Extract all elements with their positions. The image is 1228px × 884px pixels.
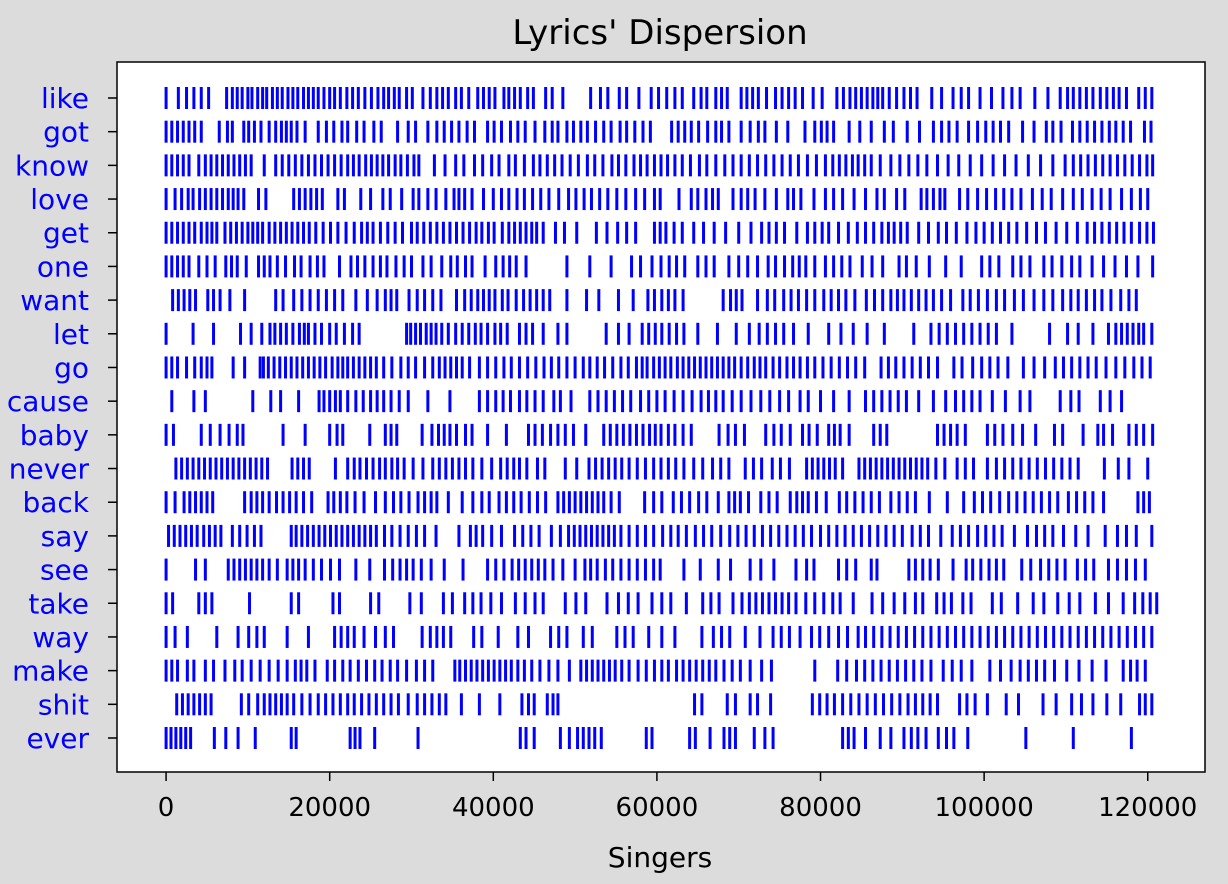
x-axis-label: Singers xyxy=(608,841,712,874)
series-never xyxy=(174,457,1150,480)
series-get xyxy=(164,221,1155,244)
x-tick-label: 20000 xyxy=(288,793,371,823)
series-like xyxy=(164,87,1154,109)
marks-layer xyxy=(164,87,1159,749)
y-tick-label-ever: ever xyxy=(26,722,89,755)
y-tick-label-say: say xyxy=(41,520,89,553)
y-axis: likegotknowlovegetonewantletgocausebabyn… xyxy=(7,82,117,755)
plot-frame xyxy=(116,61,1206,773)
series-back xyxy=(164,491,1151,514)
series-take xyxy=(164,592,1159,615)
x-tick-label: 0 xyxy=(158,793,175,823)
series-see xyxy=(164,558,1147,581)
series-shit xyxy=(175,693,1154,716)
y-tick-label-want: want xyxy=(20,284,89,317)
series-cause xyxy=(170,390,1124,413)
x-axis: 0 20000 40000 60000 80000 100000 120000 xyxy=(158,772,1197,823)
series-got xyxy=(164,120,1153,143)
series-know xyxy=(164,154,1155,177)
series-make xyxy=(164,659,1147,682)
y-tick-label-back: back xyxy=(22,486,89,519)
y-tick-label-like: like xyxy=(41,82,89,115)
x-tick-label: 120000 xyxy=(1098,793,1197,823)
y-tick-label-one: one xyxy=(37,250,89,283)
series-baby xyxy=(164,423,1155,446)
plot-area xyxy=(117,62,1205,772)
series-want xyxy=(171,289,1138,312)
chart-title: Lyrics' Dispersion xyxy=(512,13,807,53)
series-love xyxy=(164,188,1150,211)
x-tick-label: 60000 xyxy=(616,793,699,823)
y-tick-label-see: see xyxy=(40,554,89,587)
y-tick-label-love: love xyxy=(30,183,89,216)
y-tick-label-go: go xyxy=(54,351,89,384)
x-tick-label: 80000 xyxy=(779,793,862,823)
y-tick-label-baby: baby xyxy=(20,419,89,452)
x-tick-label: 100000 xyxy=(934,793,1033,823)
series-let xyxy=(164,322,1154,345)
y-tick-label-make: make xyxy=(12,655,89,688)
y-tick-label-never: never xyxy=(9,453,90,486)
x-tick-label: 40000 xyxy=(452,793,535,823)
y-tick-label-get: get xyxy=(43,217,89,250)
series-ever xyxy=(164,727,1133,749)
y-tick-label-know: know xyxy=(15,149,89,182)
y-tick-label-take: take xyxy=(28,587,89,620)
y-tick-label-cause: cause xyxy=(7,385,89,418)
y-tick-label-let: let xyxy=(53,318,89,351)
y-tick-label-way: way xyxy=(32,621,89,654)
series-way xyxy=(164,625,1154,648)
y-tick-label-got: got xyxy=(43,116,89,149)
series-say xyxy=(167,524,1154,547)
y-tick-label-shit: shit xyxy=(38,688,89,721)
series-go xyxy=(164,356,1152,379)
series-one xyxy=(164,255,1155,278)
